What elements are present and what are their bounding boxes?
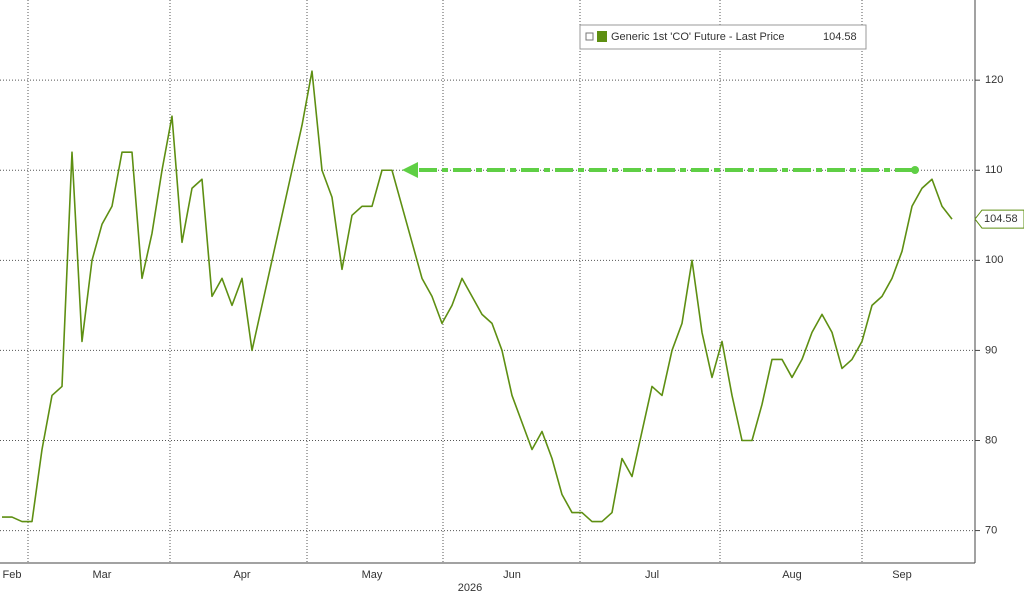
y-tick-label: 90 [985, 344, 997, 356]
legend-value: 104.58 [823, 31, 857, 43]
x-tick-label: Feb [3, 569, 22, 581]
x-tick-label: Mar [93, 569, 112, 581]
price-line [2, 70, 953, 523]
x-tick-label: Jun [503, 569, 521, 581]
x-axis-label: 2026 [458, 582, 482, 594]
legend-label: Generic 1st 'CO' Future - Last Price [611, 31, 785, 43]
x-tick-label: Aug [782, 569, 802, 581]
y-tick-label: 100 [985, 254, 1003, 266]
x-tick-label: May [362, 569, 383, 581]
annotation-arrow [402, 162, 919, 178]
x-tick-label: Sep [892, 569, 912, 581]
y-tick-label: 120 [985, 74, 1003, 86]
arrow-head [402, 162, 418, 178]
arrow-start [911, 166, 919, 174]
y-tick-label: 70 [985, 524, 997, 536]
legend: Generic 1st 'CO' Future - Last Price 104… [579, 24, 867, 50]
legend-swatch [597, 31, 607, 42]
legend-box [579, 24, 867, 50]
last-price-tag-box [974, 209, 1024, 229]
last-price-label: 104.58 [984, 213, 1018, 225]
legend-toggle [585, 32, 594, 41]
y-tick-label: 80 [985, 434, 997, 446]
last-price-tag: 104.58 [974, 209, 1024, 229]
x-tick-label: Apr [233, 569, 250, 581]
y-tick-label: 110 [985, 164, 1003, 176]
x-tick-label: Jul [645, 569, 659, 581]
